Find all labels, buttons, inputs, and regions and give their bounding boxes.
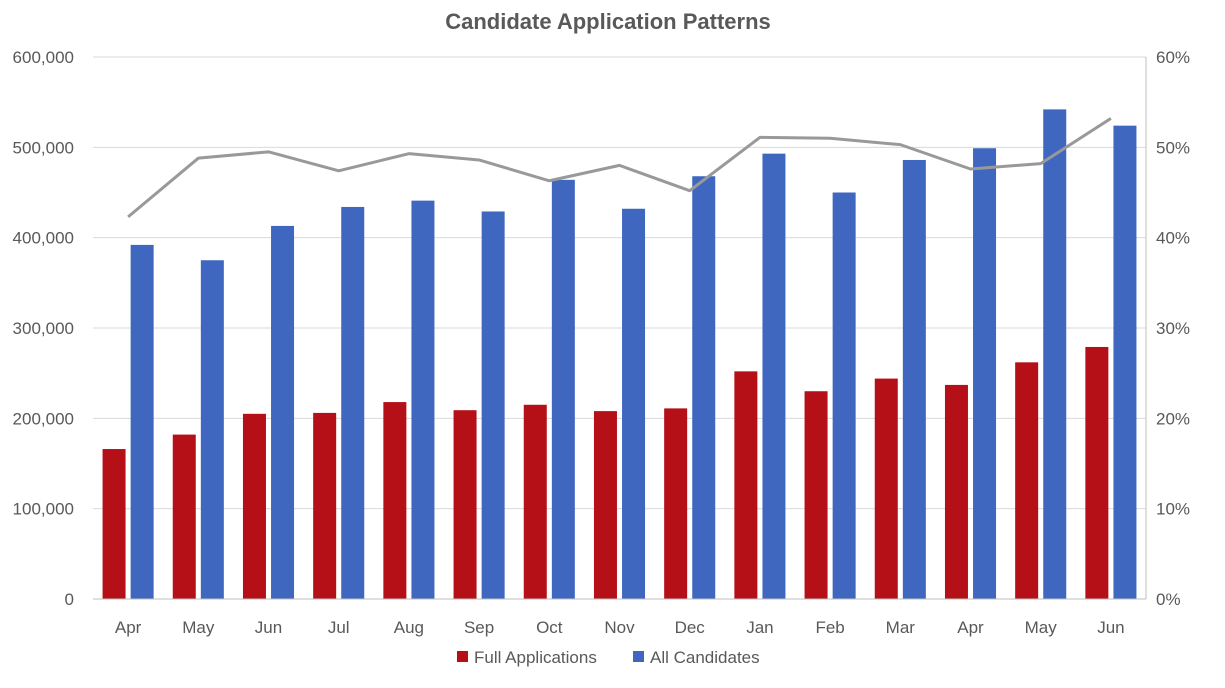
y-left-tick-label: 400,000 [13,229,74,248]
full-applications-bar [172,434,196,599]
legend-swatch [633,651,644,662]
x-tick-label: May [182,618,215,637]
x-tick-label: Apr [957,618,984,637]
y-right-tick-label: 20% [1156,409,1190,428]
all-candidates-bar [200,260,224,599]
all-candidates-bar [411,200,435,599]
y-left-tick-label: 100,000 [13,500,74,519]
full-applications-bar [383,402,407,599]
y-right-tick-label: 30% [1156,319,1190,338]
all-candidates-bar [762,153,786,599]
x-tick-label: Dec [675,618,706,637]
full-applications-bar [593,411,617,599]
full-applications-bar [734,371,758,599]
full-applications-bar [874,378,898,599]
legend-swatch [457,651,468,662]
x-tick-label: Jun [1097,618,1124,637]
x-tick-label: Oct [536,618,563,637]
x-tick-label: Mar [886,618,916,637]
x-tick-label: Apr [115,618,142,637]
x-tick-label: Aug [394,618,424,637]
all-candidates-bar [902,159,926,600]
full-applications-bar [1015,362,1039,599]
full-applications-bar [102,449,126,599]
y-left-tick-label: 300,000 [13,319,74,338]
full-applications-bar [1085,346,1109,599]
all-candidates-bar [341,206,365,599]
ratio-line [127,117,1112,219]
all-candidates-bar [622,208,646,599]
legend: Full Applications All Candidates [457,648,760,667]
legend-label: All Candidates [650,648,760,667]
legend-label: Full Applications [474,648,597,667]
x-tick-label: Sep [464,618,494,637]
y-right-tick-label: 10% [1156,500,1190,519]
full-applications-bar [313,412,337,599]
x-tick-label: Jun [255,618,282,637]
y-right-tick-label: 50% [1156,138,1190,157]
y-left-tick-label: 200,000 [13,409,74,428]
all-candidates-bar [1113,125,1137,600]
full-applications-bar [453,410,477,599]
full-applications-bar [523,404,547,599]
all-candidates-bar [130,244,154,600]
all-candidates-bar [1043,109,1067,599]
full-applications-bar [664,408,688,599]
x-tick-label: Feb [815,618,844,637]
axes: 0 100,000 200,000 300,000 400,000 500,000 600,… [13,48,1190,637]
chart-title: Candidate Application Patterns [445,9,771,34]
y-left-tick-label: 0 [65,590,74,609]
x-tick-label: May [1025,618,1058,637]
all-candidates-bar [551,179,575,599]
y-right-tick-label: 60% [1156,48,1190,67]
y-left-tick-label: 600,000 [13,48,74,67]
x-tick-label: Nov [604,618,635,637]
all-candidates-bar [832,192,856,599]
full-applications-bar [944,384,968,599]
x-tick-label: Jul [328,618,350,637]
all-candidates-bar [973,148,997,599]
gridlines [93,56,1146,510]
y-right-tick-label: 40% [1156,229,1190,248]
all-candidates-bar [481,211,505,599]
all-candidates-bar [692,176,716,600]
all-candidates-bar [271,225,295,599]
full-applications-bar [804,391,828,599]
bars [102,109,1137,600]
full-applications-bar [242,413,266,599]
x-tick-label: Jan [746,618,773,637]
y-left-tick-label: 500,000 [13,138,74,157]
ratio-line-layer [127,117,1112,219]
y-right-tick-label: 0% [1156,590,1181,609]
